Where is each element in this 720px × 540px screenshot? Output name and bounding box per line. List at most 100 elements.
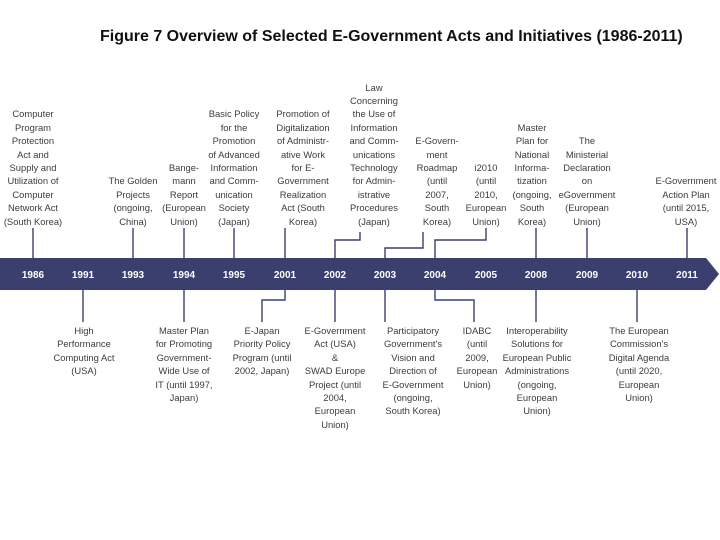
event-line: USA) [674, 215, 698, 227]
event-below: E-Government Act (USA) & SWAD Europe Project… [275, 324, 395, 431]
event-line: Korea) [517, 215, 547, 227]
event-line: Union) [523, 405, 551, 417]
event-line: mann [172, 175, 196, 187]
year-label: 1995 [223, 270, 246, 281]
event-line: the Use of [352, 108, 396, 120]
event-line: The [578, 135, 596, 147]
event-line: (European [162, 202, 206, 214]
event-line: China) [119, 215, 147, 227]
connector-line-above [334, 232, 361, 258]
event-line: Union) [170, 215, 198, 227]
event-line: tization [517, 175, 547, 187]
event-line: Promotion of [276, 108, 330, 120]
event-line: Protection [11, 135, 55, 147]
event-line: High [74, 325, 94, 336]
event-line: European [465, 202, 507, 214]
event-line: of Administr- [276, 135, 330, 147]
event-above: Computer Program Protection Act and Supply a… [0, 107, 93, 228]
event-line: Realization [279, 188, 327, 200]
event-line: (until [426, 175, 448, 187]
year-label: 2004 [424, 270, 447, 281]
event-line: The European [609, 325, 669, 336]
year-label: 1994 [173, 270, 196, 281]
event-line: Informa- [514, 162, 550, 174]
event-line: Project (until [308, 378, 362, 390]
event-line: (until [475, 175, 497, 187]
event-below: High Performance Computing Act (USA) [24, 324, 144, 378]
event-line: (USA) [71, 365, 97, 377]
event-line: Report [169, 188, 199, 200]
event-line: Government [277, 175, 329, 187]
event-line: Supply and [9, 162, 57, 174]
event-line: and Comm- [209, 175, 259, 187]
event-line: (ongoing, [393, 392, 433, 404]
event-below: E-Japan Priority Policy Program (until 2002… [202, 324, 322, 378]
event-line: (ongoing, [113, 202, 153, 214]
event-line: (until 2020, [615, 365, 663, 377]
event-line: South [519, 202, 545, 214]
event-line: (ongoing, [517, 378, 557, 390]
event-line: unications [352, 148, 396, 160]
year-label: 2005 [475, 270, 498, 281]
event-line: The Golden [108, 175, 158, 187]
event-above: i2010 (until 2010, European Union) [426, 161, 546, 228]
event-line: SWAD Europe [304, 365, 366, 377]
event-line: ment [426, 148, 448, 160]
event-line: istrative [357, 188, 391, 200]
event-line: Union) [463, 378, 491, 390]
year-label: 2002 [324, 270, 347, 281]
event-line: (until [466, 338, 488, 350]
year-label: 2011 [676, 270, 698, 281]
event-line: Commission's [609, 338, 669, 350]
event-line: Korea) [288, 215, 318, 227]
event-line: Participatory [386, 325, 440, 336]
event-line: E-Govern- [415, 135, 459, 147]
connector-line-above [434, 228, 487, 258]
event-above: The Golden Projects (ongoing, China) [73, 174, 193, 228]
event-line: Japan) [169, 392, 199, 404]
event-below: Master Plan for Promoting Government- Wide … [124, 324, 244, 404]
year-label: 2003 [374, 270, 397, 281]
event-line: E-Government [655, 175, 717, 187]
event-line: Computer [12, 188, 54, 200]
event-line: European [314, 405, 356, 417]
event-line: Computing Act [53, 351, 115, 363]
event-line: Technology [350, 162, 398, 174]
year-label: 2001 [274, 270, 297, 281]
event-line: Concerning [350, 95, 398, 106]
connector-line-below [261, 290, 286, 322]
year-label: 2010 [626, 270, 649, 281]
event-line: unication [215, 188, 253, 200]
event-line: on [581, 175, 593, 187]
event-line: Declaration [563, 162, 611, 173]
event-line: South [424, 202, 450, 214]
event-line: Utilization of [7, 175, 59, 187]
event-above: E-Government Action Plan (until 2015, USA) [626, 174, 720, 228]
event-line: 2002, Japan) [234, 365, 290, 377]
event-line: & [331, 351, 339, 363]
event-line: for Admin- [352, 175, 396, 187]
event-above: The Ministerial Declaration on eGovernment (E… [527, 134, 647, 228]
event-line: for the [220, 121, 248, 133]
connector-line-below [434, 290, 475, 322]
event-line: Promotion [212, 135, 256, 147]
event-line: Procedures [350, 202, 398, 214]
year-label: 2009 [576, 270, 599, 281]
event-line: Vision and [391, 351, 435, 363]
event-line: (ongoing, [512, 188, 552, 200]
year-label: 1991 [72, 270, 95, 281]
event-line: E-Government [382, 378, 444, 390]
event-below: Interoperability Solutions for European Pu… [477, 324, 597, 418]
event-line: (European [565, 202, 609, 214]
event-line: 2010, [474, 188, 498, 200]
event-line: Program (until [232, 351, 292, 363]
event-line: Basic Policy [208, 108, 260, 120]
event-line: E-Japan [244, 325, 280, 336]
event-line: Government's [383, 338, 443, 350]
event-line: Act (South [281, 202, 325, 214]
event-line: Ministerial [565, 148, 609, 160]
event-line: European [516, 392, 558, 404]
event-line: Wide Use of [158, 365, 210, 377]
event-line: Information [350, 121, 398, 133]
